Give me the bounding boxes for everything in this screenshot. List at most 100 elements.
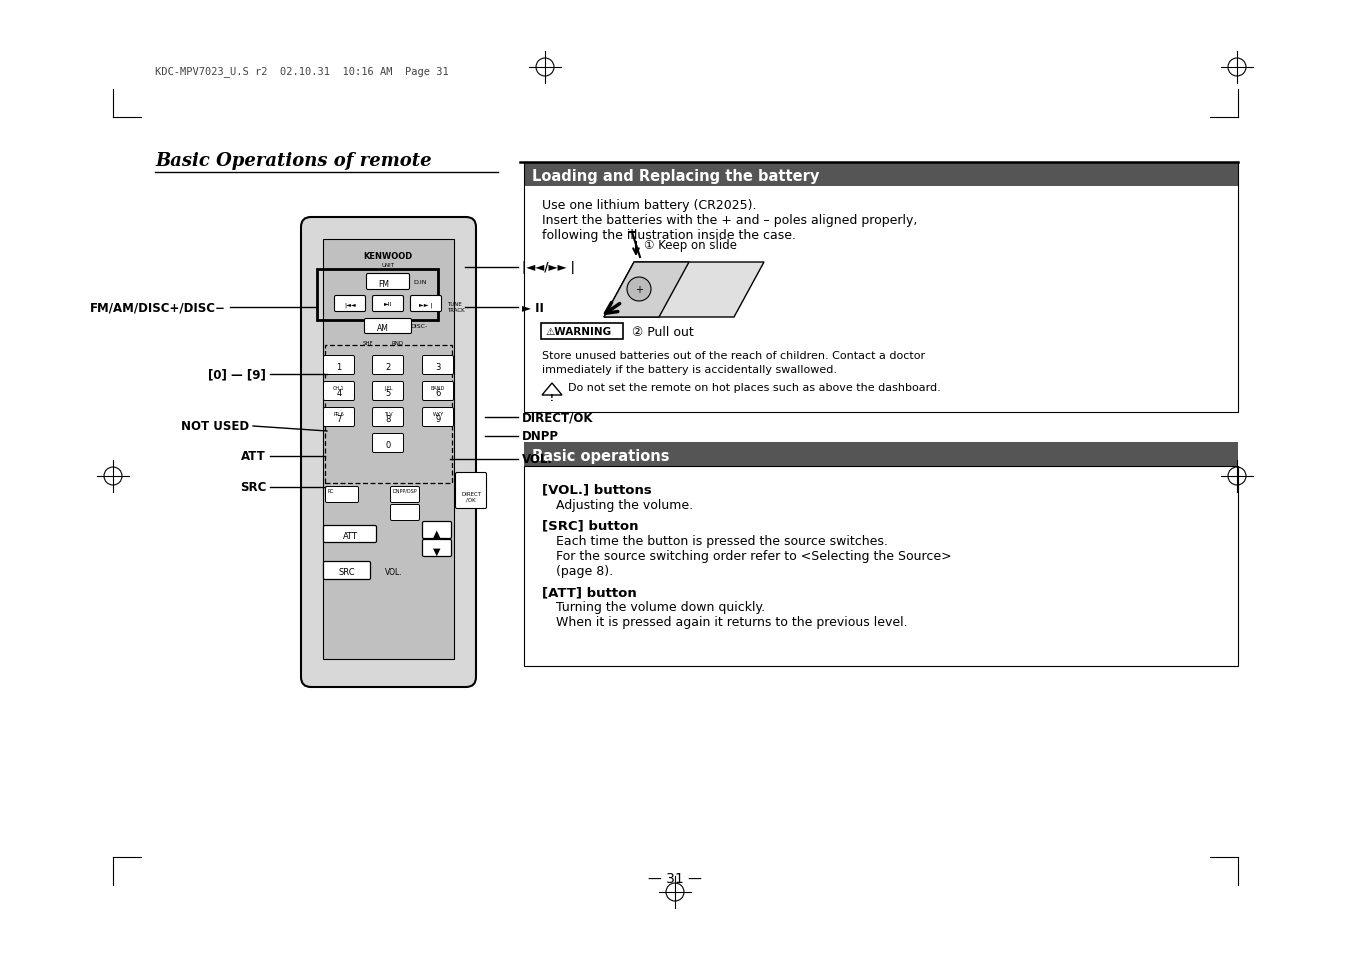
FancyBboxPatch shape: [323, 240, 454, 659]
FancyBboxPatch shape: [323, 408, 354, 427]
Text: Adjusting the volume.: Adjusting the volume.: [557, 498, 693, 512]
Text: FM: FM: [378, 280, 389, 289]
Text: FM/AM/DISC+/DISC−: FM/AM/DISC+/DISC−: [91, 301, 226, 314]
Text: D.IN: D.IN: [413, 280, 427, 285]
Text: BAND: BAND: [431, 386, 444, 391]
Text: 4: 4: [336, 389, 342, 398]
Text: Loading and Replacing the battery: Loading and Replacing the battery: [532, 169, 819, 184]
FancyBboxPatch shape: [455, 473, 486, 509]
Text: [ATT] button: [ATT] button: [542, 585, 636, 598]
Text: Basic Operations of remote: Basic Operations of remote: [155, 152, 431, 170]
FancyBboxPatch shape: [323, 526, 377, 543]
Text: RC: RC: [327, 489, 334, 494]
Text: Turning the volume down quickly.: Turning the volume down quickly.: [557, 600, 765, 614]
Text: 6: 6: [435, 389, 440, 398]
Text: WXY: WXY: [432, 412, 443, 416]
FancyBboxPatch shape: [373, 434, 404, 453]
FancyBboxPatch shape: [373, 408, 404, 427]
Polygon shape: [604, 263, 765, 317]
Bar: [524, 467, 1238, 666]
FancyBboxPatch shape: [423, 356, 454, 375]
FancyBboxPatch shape: [540, 324, 623, 339]
FancyBboxPatch shape: [335, 296, 366, 313]
Text: SRC: SRC: [339, 567, 355, 577]
Text: — 31 —: — 31 —: [648, 871, 703, 885]
FancyBboxPatch shape: [323, 356, 354, 375]
FancyBboxPatch shape: [301, 218, 476, 687]
FancyBboxPatch shape: [323, 382, 354, 401]
Text: SRC: SRC: [239, 481, 266, 494]
Text: RND: RND: [392, 340, 404, 346]
FancyBboxPatch shape: [423, 382, 454, 401]
Text: ►► |: ►► |: [419, 302, 432, 307]
Text: AM: AM: [377, 324, 389, 333]
FancyBboxPatch shape: [390, 487, 420, 503]
FancyBboxPatch shape: [423, 408, 454, 427]
FancyBboxPatch shape: [373, 356, 404, 375]
Text: Do not set the remote on hot places such as above the dashboard.: Do not set the remote on hot places such…: [567, 382, 940, 393]
Text: CH.1: CH.1: [334, 386, 345, 391]
Text: VOL.: VOL.: [521, 453, 553, 466]
Text: (page 8).: (page 8).: [557, 564, 613, 578]
Text: 9: 9: [435, 416, 440, 424]
Text: 7: 7: [336, 416, 342, 424]
Text: 1: 1: [336, 363, 342, 372]
Text: DIRECT/OK: DIRECT/OK: [521, 411, 593, 424]
Text: ATT: ATT: [242, 450, 266, 463]
FancyBboxPatch shape: [390, 505, 420, 521]
Text: TLV: TLV: [384, 412, 392, 416]
Text: ▼: ▼: [434, 546, 440, 557]
Text: When it is pressed again it returns to the previous level.: When it is pressed again it returns to t…: [557, 616, 908, 628]
Text: ⚠WARNING: ⚠WARNING: [544, 327, 611, 336]
FancyBboxPatch shape: [411, 296, 442, 313]
Text: ► II: ► II: [521, 301, 544, 314]
Text: immediately if the battery is accidentally swallowed.: immediately if the battery is accidental…: [542, 365, 838, 375]
Text: SHF: SHF: [362, 340, 373, 346]
Text: DIRECT
/OK: DIRECT /OK: [461, 492, 481, 502]
Text: ►II: ►II: [384, 302, 392, 307]
Text: |◄◄: |◄◄: [345, 302, 355, 307]
Text: NOT USED: NOT USED: [181, 420, 249, 433]
Text: VOL.: VOL.: [385, 567, 403, 577]
Text: TUNE
TRACK: TUNE TRACK: [447, 302, 465, 313]
Text: 2: 2: [385, 363, 390, 372]
Text: DNPP: DNPP: [521, 430, 559, 443]
FancyBboxPatch shape: [365, 319, 412, 335]
FancyBboxPatch shape: [423, 540, 451, 557]
Bar: [326, 346, 453, 483]
Text: ② Pull out: ② Pull out: [632, 326, 694, 338]
Text: +: +: [635, 285, 643, 294]
Bar: [524, 163, 1238, 187]
Bar: [524, 442, 1238, 467]
Text: J.FL: J.FL: [384, 386, 392, 391]
Text: DISC-: DISC-: [409, 324, 427, 329]
Text: KENWOOD: KENWOOD: [363, 252, 412, 261]
Text: [VOL.] buttons: [VOL.] buttons: [542, 482, 651, 496]
FancyBboxPatch shape: [373, 382, 404, 401]
Text: 8: 8: [385, 416, 390, 424]
Text: DNPP/DSP: DNPP/DSP: [392, 489, 416, 494]
Text: ① Keep on slide: ① Keep on slide: [644, 239, 738, 253]
Text: ATT: ATT: [343, 532, 358, 540]
Polygon shape: [542, 384, 562, 395]
Text: For the source switching order refer to <Selecting the Source>: For the source switching order refer to …: [557, 550, 951, 562]
Text: 5: 5: [385, 389, 390, 398]
Text: following the illustration inside the case.: following the illustration inside the ca…: [542, 229, 796, 242]
Text: Store unused batteries out of the reach of children. Contact a doctor: Store unused batteries out of the reach …: [542, 351, 925, 360]
FancyBboxPatch shape: [366, 274, 409, 291]
FancyBboxPatch shape: [373, 296, 404, 313]
FancyBboxPatch shape: [323, 562, 370, 579]
Text: PR.6: PR.6: [334, 412, 345, 416]
Text: !: !: [550, 394, 554, 402]
Text: 3: 3: [435, 363, 440, 372]
Bar: [524, 163, 1238, 413]
Text: Each time the button is pressed the source switches.: Each time the button is pressed the sour…: [557, 535, 888, 547]
Text: Use one lithium battery (CR2025).: Use one lithium battery (CR2025).: [542, 199, 757, 212]
Polygon shape: [604, 263, 689, 317]
Text: KDC-MPV7023_U.S r2  02.10.31  10:16 AM  Page 31: KDC-MPV7023_U.S r2 02.10.31 10:16 AM Pag…: [155, 66, 449, 77]
Circle shape: [627, 277, 651, 302]
FancyBboxPatch shape: [423, 522, 451, 539]
Text: 0: 0: [385, 441, 390, 450]
Text: Basic operations: Basic operations: [532, 449, 670, 463]
Text: Insert the batteries with the + and – poles aligned properly,: Insert the batteries with the + and – po…: [542, 213, 917, 227]
